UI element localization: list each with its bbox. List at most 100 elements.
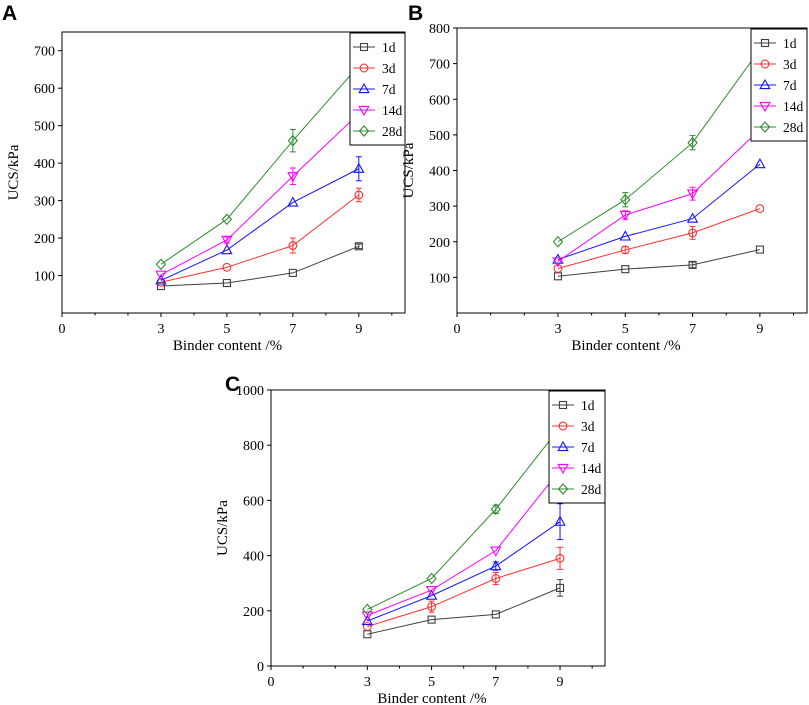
chart-c-point-3d: [555, 553, 565, 563]
chart-b-series-14d: [552, 121, 766, 268]
chart-c-legend-label-14d: 14d: [581, 461, 602, 476]
chart-b-point-3d: [553, 264, 563, 273]
chart-c-point-7d: [425, 589, 438, 600]
chart-b-legend-label-1d: 1d: [783, 36, 797, 51]
panel-letter-a: A: [2, 2, 17, 25]
chart-b-point-1d: [755, 245, 764, 254]
chart-a-x-tick-label: 7: [289, 322, 296, 337]
chart-c-point-14d: [490, 546, 502, 557]
chart-a-point-1d: [354, 242, 363, 251]
chart-b-legend-swatch-marker: [759, 78, 771, 90]
chart-b-legend-swatch-marker: [760, 59, 770, 69]
chart-b-legend-label-14d: 14d: [783, 99, 804, 114]
chart-b-legend-label-7d: 7d: [783, 78, 797, 93]
chart-a-series-7d: [155, 156, 365, 285]
chart-a-x-axis-title: Binder content /%: [173, 338, 282, 354]
chart-c-point-7d: [361, 614, 374, 626]
chart-b-point-3d: [688, 228, 698, 238]
chart-a-legend-label-3d: 3d: [382, 61, 396, 76]
chart-b-point-1d: [688, 260, 697, 269]
chart-b-series-28d: [552, 43, 766, 248]
chart-a-y-tick-label: 200: [34, 232, 55, 247]
chart-b-x-tick-label: 3: [554, 322, 561, 337]
chart-c: 0 3 5 7 9 0 200 400 600 800 1000 Binder content /% U…: [215, 384, 606, 705]
chart-a-point-14d: [287, 172, 299, 183]
chart-c-x-tick-label: 3: [364, 675, 371, 690]
chart-b-point-7d: [754, 157, 766, 169]
chart-c-x-tick-label: 0: [268, 675, 275, 690]
chart-c-point-14d: [361, 611, 374, 622]
chart-a-legend-swatch-marker: [359, 42, 369, 52]
chart-c-series-1d: [363, 579, 565, 639]
chart-a-point-14d: [155, 270, 167, 281]
chart-c-point-3d: [491, 574, 501, 583]
chart-a-point-28d: [221, 213, 233, 226]
chart-c-legend-swatch-marker: [557, 440, 569, 452]
chart-c-legend: 1d 3d 7d 14d 28d: [548, 390, 606, 504]
chart-c-series-line-7d: [367, 521, 561, 622]
chart-c-legend-label-7d: 7d: [581, 440, 595, 455]
chart-a-x-tick-label: 3: [157, 322, 164, 337]
chart-c-y-tick-label: 800: [243, 439, 264, 454]
chart-b-series-line-7d: [557, 163, 761, 261]
chart-c-x-tick-label: 5: [428, 675, 435, 690]
chart-b-point-7d: [619, 230, 632, 241]
chart-a-series-14d: [155, 106, 365, 281]
chart-a-x-tick-label: 5: [223, 322, 230, 337]
chart-b-point-28d: [687, 136, 698, 149]
chart-a-series-line-7d: [160, 168, 360, 281]
chart-c-point-28d: [362, 603, 373, 616]
chart-a-legend: 1d 3d 7d 14d 28d: [349, 32, 406, 146]
chart-c-point-1d: [555, 583, 565, 592]
chart-a-y-tick-label: 700: [34, 45, 55, 60]
chart-b-y-tick-label: 200: [429, 236, 450, 251]
chart-b-y-tick-label: 400: [429, 165, 450, 180]
chart-b-y-tick-label: 500: [429, 129, 450, 144]
chart-b-series-7d: [552, 157, 766, 264]
chart-c-point-14d: [425, 585, 438, 597]
chart-b-series-line-28d: [557, 49, 761, 243]
chart-c-point-7d: [554, 515, 566, 526]
chart-b-legend: 1d 3d 7d 14d 28d: [750, 28, 808, 142]
chart-a-legend-label-1d: 1d: [382, 40, 396, 55]
chart-a-point-7d: [221, 243, 233, 255]
chart-b-legend-label-3d: 3d: [783, 57, 797, 72]
chart-c-plot-frame: [270, 389, 606, 667]
chart-b-x-tick-label: 7: [689, 322, 696, 337]
chart-c-y-tick-label: 400: [243, 550, 264, 565]
chart-c-point-7d: [490, 559, 502, 571]
chart-c-point-28d: [426, 572, 437, 585]
chart-b-series-line-3d: [557, 208, 761, 269]
chart-b-point-14d: [686, 189, 699, 200]
chart-b-legend-swatch-marker: [760, 38, 770, 48]
chart-a-series-line-14d: [160, 113, 360, 276]
chart-b-point-14d: [619, 210, 632, 222]
chart-b-series-1d: [553, 245, 764, 281]
chart-c-series-7d: [361, 503, 566, 626]
chart-c-x-tick-label: 7: [492, 675, 499, 690]
chart-c-point-3d: [427, 602, 437, 612]
chart-a-x-tick-label: 9: [355, 322, 362, 337]
chart-b-point-3d: [755, 204, 765, 214]
chart-a-legend-swatch-marker: [358, 105, 370, 117]
chart-a-point-1d: [288, 268, 297, 277]
chart-b-series-line-1d: [557, 249, 760, 277]
chart-c-y-tick-label: 1000: [236, 384, 264, 399]
chart-a-y-tick-label: 600: [34, 82, 55, 97]
chart-c-legend-swatch-marker: [558, 400, 568, 410]
chart-a-point-7d: [353, 162, 365, 173]
chart-c-series-line-3d: [367, 557, 561, 628]
chart-c-x-axis-title: Binder content /%: [377, 691, 486, 705]
chart-c-legend-label-1d: 1d: [581, 398, 595, 413]
chart-a-plot-frame: [61, 31, 406, 314]
chart-c-series-28d: [362, 411, 566, 616]
chart-a-series-line-28d: [160, 65, 360, 265]
chart-b-y-tick-label: 700: [429, 58, 450, 73]
chart-a-point-28d: [155, 258, 167, 271]
chart-a-legend-swatch-marker: [358, 82, 370, 94]
chart-a-y-tick-label: 500: [34, 120, 55, 135]
chart-b-x-axis-title: Binder content /%: [571, 338, 680, 354]
chart-b-series-line-14d: [557, 129, 761, 262]
chart-b-series-3d: [553, 204, 765, 273]
